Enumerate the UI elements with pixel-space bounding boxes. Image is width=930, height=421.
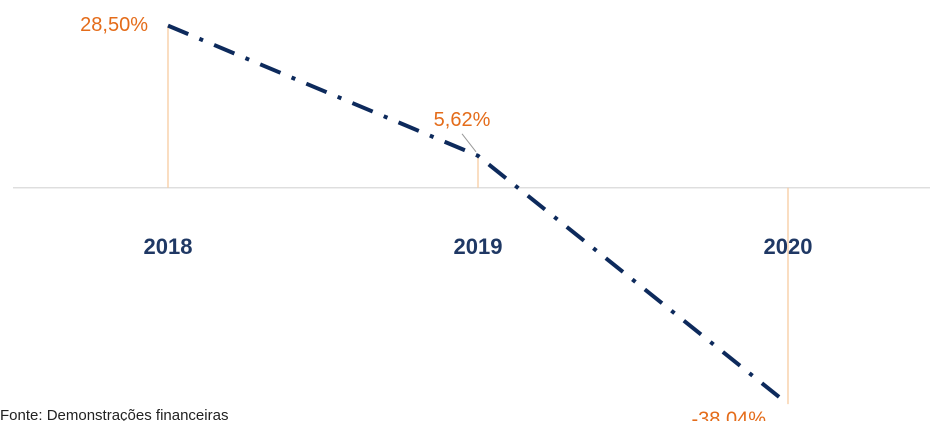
data-label: 5,62% xyxy=(434,109,491,131)
data-label: -38,04% xyxy=(692,408,767,421)
x-tick-label: 2020 xyxy=(764,234,813,259)
source-note: Fonte: Demonstrações financeiras xyxy=(0,407,228,421)
data-label: 28,50% xyxy=(80,14,148,36)
line-series xyxy=(167,23,790,406)
x-tick-label: 2019 xyxy=(454,234,503,259)
x-tick-label: 2018 xyxy=(144,234,193,259)
leader-line xyxy=(461,133,477,153)
